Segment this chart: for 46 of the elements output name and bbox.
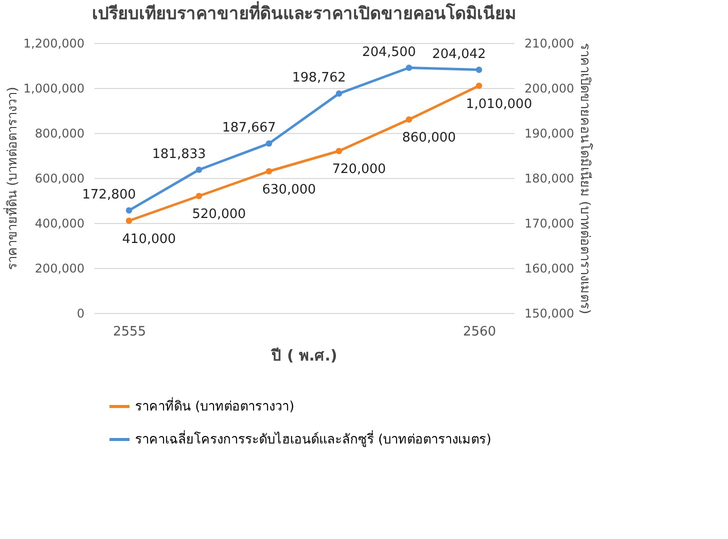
legend-label: ราคาที่ดิน (บาทต่อตารางวา) bbox=[135, 398, 294, 414]
y2-axis-title: ราคาเปิดขายคอนโดมิเนียม (บาทต่อตารางเมตร) bbox=[577, 42, 594, 314]
data-label: 204,042 bbox=[432, 46, 486, 62]
y-tick-label: 400,000 bbox=[34, 216, 84, 230]
y-tick-label: 200,000 bbox=[34, 262, 84, 276]
data-label: 172,800 bbox=[82, 187, 136, 202]
point bbox=[196, 192, 202, 200]
y2-tick-label: 160,000 bbox=[524, 262, 574, 276]
data-label: 520,000 bbox=[192, 207, 246, 222]
legend-label: ราคาเฉลี่ยโครงการระดับไฮเอนด์และลักซูรี่ (บาทต่อตารางเมตร) bbox=[135, 430, 492, 448]
y-tick-label: 0 bbox=[76, 306, 84, 320]
point bbox=[476, 82, 482, 89]
data-label: 181,833 bbox=[152, 146, 206, 162]
y2-tick-label: 210,000 bbox=[524, 36, 574, 50]
point bbox=[406, 116, 412, 123]
point bbox=[336, 90, 342, 97]
point bbox=[196, 166, 202, 173]
point bbox=[336, 148, 342, 154]
y-tick-label: 1,200,000 bbox=[23, 36, 84, 50]
y2-tick-label: 180,000 bbox=[524, 172, 574, 186]
data-label: 630,000 bbox=[262, 182, 316, 198]
y-axis-title: ราคาขายที่ดิน (บาทต่อตารางวา) bbox=[3, 86, 20, 270]
point bbox=[266, 140, 272, 147]
y2-tick-label: 150,000 bbox=[524, 306, 574, 320]
chart-title: เปรียบเทียบราคาขายที่ดินและราคาเปิดขายคอนโดมิเนียม bbox=[92, 1, 516, 24]
y-tick-label: 800,000 bbox=[34, 126, 84, 140]
data-label: 198,762 bbox=[292, 70, 346, 86]
point bbox=[406, 64, 412, 71]
y2-tick-label: 200,000 bbox=[524, 82, 574, 96]
y-tick-label: 600,000 bbox=[34, 172, 84, 186]
data-label: 720,000 bbox=[332, 162, 386, 177]
point bbox=[126, 207, 132, 214]
data-label: 187,667 bbox=[222, 120, 276, 136]
point bbox=[266, 168, 272, 174]
y-tick-label: 1,000,000 bbox=[23, 82, 84, 96]
point bbox=[476, 66, 482, 73]
y2-tick-label: 170,000 bbox=[524, 216, 574, 230]
data-label: 204,500 bbox=[362, 44, 416, 60]
x-tick-label: 2555 bbox=[112, 324, 146, 340]
x-axis-title: ปี ( พ.ศ.) bbox=[270, 346, 338, 364]
data-label: 1,010,000 bbox=[466, 96, 532, 112]
data-label: 860,000 bbox=[402, 130, 456, 146]
x-tick-label: 2560 bbox=[462, 324, 496, 340]
point bbox=[126, 218, 132, 224]
y2-tick-label: 190,000 bbox=[524, 126, 574, 140]
data-label: 410,000 bbox=[122, 232, 176, 247]
